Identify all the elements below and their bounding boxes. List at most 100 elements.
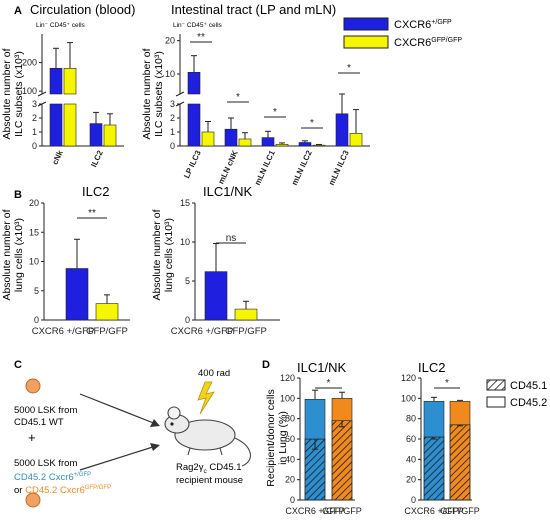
ilc2-lung-xlabel-1: GFP/GFP: [86, 326, 128, 337]
gut-ytick-label: 20: [165, 36, 175, 46]
transfer-arrow-2-head: [150, 443, 160, 451]
gut-sig-4: *: [347, 63, 351, 74]
chimera-ilc1-ytick-label: 0: [290, 495, 295, 505]
ilc2-lung-ylabel-line2: lung cells (x10³): [13, 218, 25, 292]
ilc1-lung-bar-1: [234, 308, 258, 321]
gut-bar-mln-ilc2-s0: [298, 142, 312, 147]
ilc2-lung-sig: **: [88, 208, 96, 219]
chimera-ilc1-xlabel-0: CXCR6 +/GFP: [285, 506, 344, 516]
blood-xtick-label: ILC2: [89, 149, 105, 169]
ilc1-lung-ytick-label: 5: [185, 276, 190, 286]
chimera-ilc2-ytick-label: 60: [406, 434, 416, 444]
gut-sig-3: *: [310, 118, 314, 129]
ilc1-lung-ytick-label: 15: [180, 198, 190, 208]
blood-xtick-label: cNk: [50, 149, 65, 167]
gut-ytick-label: 2: [170, 113, 175, 123]
ilc1-lung-sig: ns: [226, 233, 237, 244]
gut-xtick-label: mLN ILC1: [253, 149, 277, 187]
donor1-line2: CD45.1 WT: [14, 417, 64, 428]
blood-ytick-label: 3: [32, 99, 37, 109]
transfer-arrow-1-head: [150, 419, 160, 427]
chimera-ilc1-ytick-label: 20: [285, 475, 295, 485]
gut-bar-mln-cnk-s0: [224, 128, 238, 147]
chimera-ilc2-ytick-label: 40: [406, 454, 416, 464]
ilc1-lung-title: ILC1/NK: [203, 184, 252, 199]
blood-bar-cnk-s0-upper: [49, 67, 63, 95]
chimera-ilc2-ytick-label: 20: [406, 475, 416, 485]
blood-chart-title: Circulation (blood): [30, 2, 136, 17]
legend-label-cxcr6-het: CXCR6+/GFP: [394, 19, 452, 31]
gut-sig-2: *: [273, 107, 277, 118]
donor1-line1: 5000 LSK from: [14, 405, 77, 416]
panel-a-letter: A: [14, 5, 22, 17]
gut-axis-break-upper: [175, 91, 185, 97]
chimera-ilc2-bar-1-cd451-hatch: [449, 424, 471, 501]
blood-ylabel-line2: ILC subsets (x10³): [13, 51, 25, 137]
gut-chart-subtitle: Lin⁻ CD45⁺ cells: [173, 22, 223, 29]
gut-bar-mln-ilc3-s1: [349, 133, 363, 147]
plus-sign: +: [28, 430, 36, 445]
blood-ytick-label: 1: [32, 127, 37, 137]
chimera-ylabel-line1: Recipient/donor cells: [265, 389, 277, 486]
blood-ytick-label: 2: [32, 113, 37, 123]
chimera-ilc1-ytick-label: 40: [285, 454, 295, 464]
mouse-icon: [164, 406, 251, 467]
legend-swatch-cxcr6-ko: [343, 35, 389, 49]
ilc2-lung-ytick-label: 5: [34, 286, 39, 296]
panel-d-legend: CD45.1 CD45.2: [486, 379, 547, 409]
panel-c-letter: C: [14, 359, 22, 371]
chimera-ilc2-ytick-label: 100: [401, 393, 416, 403]
chimera-ilc2-ytick-label: 80: [406, 414, 416, 424]
lightning-icon: [197, 381, 215, 415]
gut-bar-mln-ilc3-s0: [335, 113, 349, 147]
donor2-line1: 5000 LSK from: [14, 458, 77, 469]
transfer-arrow-1: [79, 393, 157, 425]
gut-ytick-label: 0: [170, 141, 175, 151]
donor2-line2: CD45.2 Cxcr6+/GFP: [14, 472, 91, 483]
blood-chart-subtitle: Lin⁻ CD45⁺ cells: [36, 22, 86, 29]
chimera-ilc2-xlabel-1: GFP/GFP: [440, 506, 480, 516]
gut-ytick-label: 1: [170, 127, 175, 137]
blood-axis-break-upper: [37, 91, 47, 97]
chimera-ilc1-sig: *: [327, 378, 331, 389]
ilc1-lung-ylabel-line2: lung cells (x10³): [163, 218, 175, 292]
recipient-line2: recipient mouse: [176, 475, 243, 486]
gut-ytick-label: 3: [170, 99, 175, 109]
ilc2-lung-bar-1: [95, 303, 119, 321]
ilc2-lung-ylabel-line1: Absolute number of: [1, 209, 13, 300]
chimera-ilc2-sig: *: [445, 378, 449, 389]
legend-label-cd452: CD45.2: [510, 397, 547, 409]
transfer-arrow-2: [79, 445, 157, 471]
ilc1-lung-ylabel-line1: Absolute number of: [151, 209, 163, 300]
blood-bar-ilc2-s1: [103, 124, 117, 147]
chimera-ilc1-bar-1-cd451-hatch: [331, 420, 353, 501]
gut-bar-mln-ilc1-s0: [261, 137, 275, 147]
chimera-ilc1-ytick-label: 100: [280, 393, 295, 403]
panel-d-letter: D: [262, 359, 270, 371]
ilc1-lung-ytick-label: 10: [180, 237, 190, 247]
gut-chart-title: Intestinal tract (LP and mLN): [171, 2, 336, 17]
legend-swatch-cxcr6-het: [343, 17, 389, 31]
chimera-ilc1-ytick-label: 120: [280, 373, 295, 383]
ilc2-lung-bar-0: [65, 268, 89, 321]
blood-ytick-label: 0: [32, 141, 37, 151]
recipient-line1: Rag2γc CD45.1: [176, 462, 242, 475]
chimera-ilc1-bar-0-cd452: [304, 399, 326, 440]
chimera-ylabel-line2: in Lung (%): [277, 411, 289, 465]
legend-swatch-cd451: [486, 379, 506, 391]
chimera-ilc2-bar-1-cd452: [449, 401, 471, 426]
ilc2-lung-xlabel-0: CXCR6 +/GFP: [32, 326, 95, 337]
ilc2-lung-ytick-label: 10: [29, 257, 39, 267]
gut-sig-1: *: [236, 92, 240, 103]
donor-cell-2-icon: [25, 492, 41, 508]
chimera-ilc2-ytick-label: 0: [411, 495, 416, 505]
ilc1-lung-ytick-label: 0: [185, 315, 190, 325]
chimera-ilc1-ytick-label: 80: [285, 414, 295, 424]
irradiation-label: 400 rad: [198, 368, 230, 379]
gut-ytick-label: 10: [165, 69, 175, 79]
panel-a-legend: CXCR6+/GFP CXCR6GFP/GFP: [343, 17, 462, 49]
chimera-ilc1-bar-1-cd452: [331, 398, 353, 422]
panel-b-letter: B: [14, 189, 22, 201]
gut-bar-lp-ilc3-s0-upper: [187, 72, 201, 95]
blood-ytick-label: 200: [22, 58, 37, 68]
